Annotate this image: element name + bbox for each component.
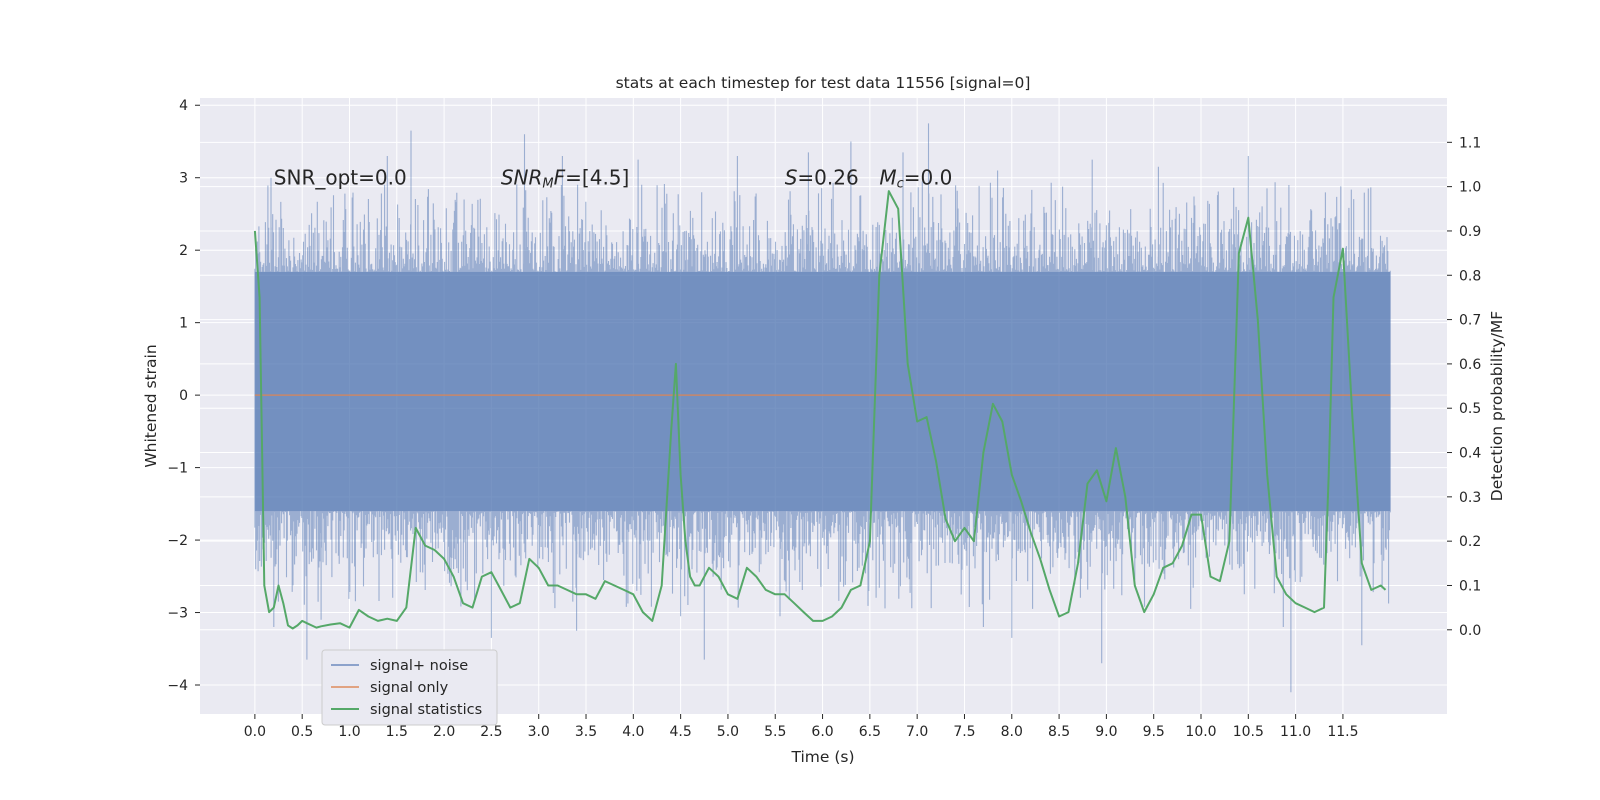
y2-tick-label: 0.6 bbox=[1459, 357, 1481, 373]
y2-tick-label: 0.4 bbox=[1459, 446, 1481, 462]
x-tick-label: 9.5 bbox=[1143, 724, 1165, 740]
y2-tick-label: 0.7 bbox=[1459, 313, 1481, 329]
y-tick-label: 1 bbox=[179, 316, 188, 332]
legend-box bbox=[321, 649, 498, 726]
y2-tick-label: 1.0 bbox=[1459, 180, 1481, 196]
y-tick-label: 2 bbox=[179, 243, 188, 259]
legend-label-signal-noise: signal+ noise bbox=[370, 658, 468, 674]
x-tick-label: 10.5 bbox=[1233, 724, 1264, 740]
x-axis-ticks: 0.0 0.5 1.0 1.5 2.0 2.5 3.0 3.5 4.0 4.5 5.0 5.5 6.0 6… bbox=[244, 714, 1359, 740]
x-tick-label: 0.5 bbox=[291, 724, 313, 740]
legend-label-signal-statistics: signal statistics bbox=[370, 702, 482, 718]
x-tick-label: 4.0 bbox=[622, 724, 644, 740]
x-tick-label: 5.0 bbox=[717, 724, 739, 740]
y-tick-label: 3 bbox=[179, 171, 188, 187]
y-tick-label: 4 bbox=[179, 98, 188, 114]
annotation-0: SNR_opt=0.0 bbox=[274, 166, 407, 190]
x-tick-label: 3.5 bbox=[575, 724, 597, 740]
x-tick-label: 11.5 bbox=[1327, 724, 1358, 740]
annotation-part: =0.26 bbox=[797, 166, 858, 190]
x-tick-label: 3.0 bbox=[528, 724, 550, 740]
x-tick-label: 9.0 bbox=[1095, 724, 1117, 740]
annotations: SNR_opt=0.0 SNRMF=[4.5] S=0.26 Mc=0.0 bbox=[274, 166, 953, 192]
y2-tick-label: 1.1 bbox=[1459, 135, 1481, 151]
x-tick-label: 2.0 bbox=[433, 724, 455, 740]
y2-tick-label: 0.3 bbox=[1459, 490, 1481, 506]
annotation-part: c bbox=[897, 177, 904, 192]
x-tick-label: 7.5 bbox=[953, 724, 975, 740]
y2-tick-label: 0.9 bbox=[1459, 224, 1481, 240]
x-tick-label: 5.5 bbox=[764, 724, 786, 740]
annotation-part: =[4.5] bbox=[565, 166, 629, 190]
x-tick-label: 2.5 bbox=[480, 724, 502, 740]
series-signal-statistics bbox=[253, 190, 1387, 630]
y-tick-label: 0 bbox=[179, 388, 188, 404]
y-axis-ticks: −4 −3 −2 −1 0 1 2 3 4 bbox=[167, 98, 200, 694]
annotation-2: S=0.26 bbox=[785, 166, 859, 190]
y2-axis-ticks: 0.0 0.1 0.2 0.3 0.4 0.5 0.6 0.7 0.8 0.9 1.0 1.1 bbox=[1447, 135, 1481, 639]
x-tick-label: 7.0 bbox=[906, 724, 928, 740]
annotation-part: M bbox=[542, 177, 553, 192]
y-tick-label: −2 bbox=[167, 533, 188, 549]
y-tick-label: −1 bbox=[167, 461, 188, 477]
annotation-3: Mc=0.0 bbox=[879, 166, 952, 192]
annotation-part: F bbox=[554, 166, 566, 190]
x-tick-label: 8.0 bbox=[1001, 724, 1023, 740]
y2-axis-label: Detection probability/MF bbox=[1488, 311, 1506, 502]
y-axis-label: Whitened strain bbox=[142, 344, 160, 467]
chart-title: stats at each timestep for test data 115… bbox=[616, 74, 1031, 92]
y2-tick-label: 0.2 bbox=[1459, 534, 1481, 550]
x-tick-label: 10.0 bbox=[1185, 724, 1216, 740]
y2-tick-label: 0.8 bbox=[1459, 268, 1481, 284]
signal-statistics-line bbox=[253, 190, 1387, 630]
x-axis-label: Time (s) bbox=[790, 748, 854, 766]
legend-label-signal-only: signal only bbox=[370, 680, 449, 696]
x-tick-label: 11.0 bbox=[1280, 724, 1311, 740]
x-tick-label: 4.5 bbox=[670, 724, 692, 740]
y2-tick-label: 0.5 bbox=[1459, 401, 1481, 417]
x-tick-label: 8.5 bbox=[1048, 724, 1070, 740]
annotation-part: =0.0 bbox=[904, 166, 953, 190]
annotation-1: SNRMF=[4.5] bbox=[501, 166, 629, 192]
x-tick-label: 6.0 bbox=[811, 724, 833, 740]
annotation-part: M bbox=[879, 166, 896, 190]
y2-tick-label: 0.0 bbox=[1459, 623, 1481, 639]
x-tick-label: 6.5 bbox=[859, 724, 881, 740]
x-tick-label: 0.0 bbox=[244, 724, 266, 740]
x-tick-label: 1.0 bbox=[338, 724, 360, 740]
annotation-part: SNR_opt=0.0 bbox=[274, 166, 407, 190]
annotation-part: SNR bbox=[501, 166, 543, 190]
legend: signal+ noise signal only signal statist… bbox=[321, 649, 498, 726]
series-signal-noise bbox=[254, 123, 1391, 693]
annotation-part: S bbox=[785, 166, 798, 190]
y-tick-label: −4 bbox=[167, 678, 188, 694]
x-tick-label: 1.5 bbox=[386, 724, 408, 740]
y-tick-label: −3 bbox=[167, 606, 188, 622]
y2-tick-label: 0.1 bbox=[1459, 578, 1481, 594]
noise-trace bbox=[254, 123, 1391, 693]
